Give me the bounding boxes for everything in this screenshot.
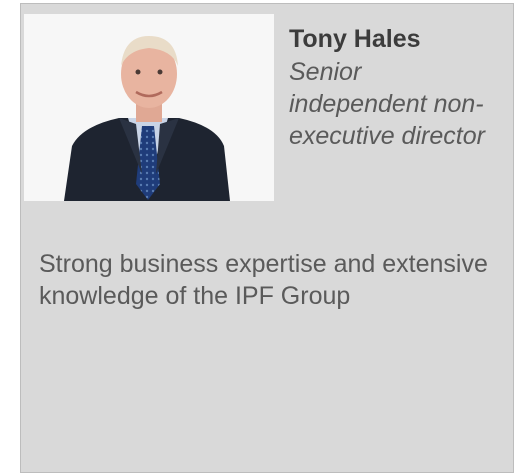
portrait-photo (24, 14, 274, 201)
profile-card: Tony Hales Senior independent non-execut… (20, 3, 514, 473)
page: Tony Hales Senior independent non-execut… (20, 3, 514, 473)
person-role: Senior independent non-executive directo… (289, 58, 485, 150)
person-description: Strong business expertise and extensive … (39, 250, 488, 310)
person-name: Tony Hales (289, 25, 421, 53)
